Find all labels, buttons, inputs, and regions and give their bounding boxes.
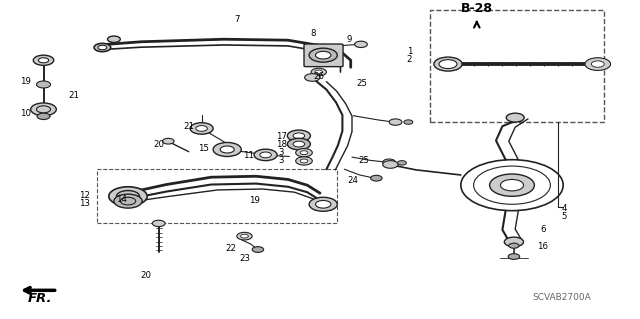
Circle shape [434, 57, 462, 71]
Circle shape [383, 159, 396, 166]
Circle shape [287, 138, 310, 150]
Circle shape [252, 247, 264, 252]
Circle shape [152, 220, 165, 226]
Text: 6: 6 [540, 225, 545, 234]
Text: 21: 21 [183, 122, 195, 131]
Text: 7: 7 [234, 15, 239, 24]
Text: 8: 8 [311, 29, 316, 38]
Circle shape [500, 179, 524, 191]
Circle shape [371, 175, 382, 181]
Circle shape [220, 146, 234, 153]
Text: 25: 25 [356, 79, 367, 88]
Circle shape [389, 119, 402, 125]
Text: FR.: FR. [28, 292, 52, 305]
Circle shape [98, 45, 107, 50]
Bar [97, 169, 337, 223]
Bar [430, 10, 604, 122]
Circle shape [38, 58, 49, 63]
Circle shape [404, 120, 413, 124]
Text: 11: 11 [243, 151, 254, 160]
Circle shape [585, 58, 611, 70]
Circle shape [296, 157, 312, 165]
Circle shape [355, 41, 367, 48]
Circle shape [37, 113, 50, 120]
Text: 20: 20 [153, 140, 164, 149]
Circle shape [196, 126, 207, 131]
Circle shape [300, 151, 308, 155]
Text: 21: 21 [68, 92, 79, 100]
Text: 13: 13 [79, 199, 90, 208]
Circle shape [293, 141, 305, 147]
Circle shape [509, 243, 519, 248]
Circle shape [309, 48, 337, 62]
Text: 20: 20 [140, 271, 152, 280]
Circle shape [108, 36, 120, 42]
FancyBboxPatch shape [304, 44, 343, 67]
Text: 23: 23 [239, 254, 250, 263]
Text: 16: 16 [537, 242, 548, 251]
Circle shape [33, 55, 54, 65]
Circle shape [296, 149, 312, 157]
Text: 17: 17 [276, 132, 287, 141]
Circle shape [311, 68, 326, 76]
Circle shape [31, 103, 56, 116]
Circle shape [254, 149, 277, 161]
Circle shape [309, 197, 337, 211]
Text: B-28: B-28 [461, 2, 493, 15]
Circle shape [591, 61, 604, 67]
Text: 25: 25 [358, 156, 369, 165]
Text: SCVAB2700A: SCVAB2700A [532, 293, 591, 302]
Circle shape [506, 113, 524, 122]
Circle shape [293, 133, 305, 139]
Text: 19: 19 [250, 196, 260, 205]
Text: 9: 9 [346, 35, 351, 44]
Text: 4: 4 [562, 204, 567, 212]
Circle shape [383, 161, 398, 168]
Circle shape [213, 143, 241, 157]
Circle shape [36, 81, 51, 88]
Text: 14: 14 [116, 195, 127, 204]
Text: 1: 1 [407, 47, 412, 56]
Circle shape [237, 232, 252, 240]
Circle shape [316, 51, 331, 59]
Text: 19: 19 [20, 77, 31, 86]
Text: 22: 22 [225, 244, 236, 253]
Circle shape [260, 152, 271, 158]
Circle shape [508, 254, 520, 259]
Text: 5: 5 [562, 212, 567, 221]
Text: 10: 10 [20, 109, 31, 118]
Text: 26: 26 [313, 72, 324, 81]
Text: 3: 3 [279, 156, 284, 166]
Circle shape [163, 138, 174, 144]
Circle shape [490, 174, 534, 196]
Text: 12: 12 [79, 191, 90, 200]
Circle shape [397, 161, 406, 165]
Text: 24: 24 [348, 176, 359, 185]
Circle shape [190, 123, 213, 134]
Circle shape [504, 237, 524, 247]
Text: 3: 3 [279, 147, 284, 157]
Circle shape [315, 70, 323, 74]
Text: 15: 15 [198, 144, 209, 153]
Text: 18: 18 [276, 140, 287, 149]
Circle shape [287, 130, 310, 142]
Circle shape [114, 194, 142, 208]
Circle shape [300, 159, 308, 163]
Text: 2: 2 [407, 55, 412, 64]
Circle shape [241, 234, 248, 238]
Circle shape [305, 74, 320, 81]
Circle shape [316, 200, 331, 208]
Circle shape [439, 60, 457, 69]
Circle shape [109, 187, 147, 206]
Circle shape [94, 43, 111, 52]
